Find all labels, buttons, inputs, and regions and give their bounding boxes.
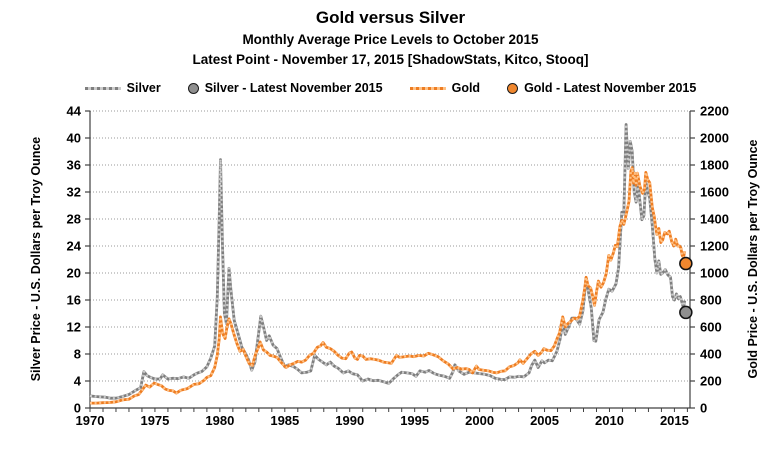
svg-text:2200: 2200 <box>700 104 729 119</box>
svg-text:1800: 1800 <box>700 158 729 173</box>
svg-text:1975: 1975 <box>140 413 169 428</box>
svg-text:200: 200 <box>700 374 722 389</box>
svg-text:1400: 1400 <box>700 212 729 227</box>
svg-text:40: 40 <box>67 131 81 146</box>
svg-text:28: 28 <box>67 212 81 227</box>
svg-text:800: 800 <box>700 293 722 308</box>
silver-line-swatch-icon <box>84 86 121 90</box>
legend: Silver Silver - Latest November 2015 Gol… <box>0 81 781 95</box>
svg-text:12: 12 <box>67 320 81 335</box>
svg-text:2000: 2000 <box>465 413 494 428</box>
svg-text:44: 44 <box>67 104 82 119</box>
chart-subtitle-period: Monthly Average Price Levels to October … <box>242 32 539 47</box>
silver-marker-icon <box>187 82 199 94</box>
svg-text:36: 36 <box>67 158 81 173</box>
svg-text:2015: 2015 <box>660 413 689 428</box>
legend-label-silver: Silver <box>126 81 161 95</box>
svg-text:1990: 1990 <box>335 413 364 428</box>
chart-subtitle-sources: Latest Point - November 17, 2015 [Shadow… <box>192 52 589 67</box>
svg-text:1995: 1995 <box>400 413 429 428</box>
legend-item-silver: Silver <box>84 81 161 95</box>
legend-item-gold-latest: Gold - Latest November 2015 <box>507 81 696 95</box>
svg-text:1000: 1000 <box>700 266 729 281</box>
svg-text:400: 400 <box>700 347 722 362</box>
legend-label-silver-latest: Silver - Latest November 2015 <box>204 81 383 95</box>
svg-text:2010: 2010 <box>595 413 624 428</box>
svg-text:2005: 2005 <box>530 413 559 428</box>
gold-line-swatch-icon <box>409 86 446 90</box>
legend-label-gold: Gold <box>451 81 481 95</box>
svg-text:20: 20 <box>67 266 81 281</box>
svg-text:1985: 1985 <box>270 413 299 428</box>
svg-text:2000: 2000 <box>700 131 729 146</box>
gold-marker-icon <box>507 82 519 94</box>
svg-text:24: 24 <box>67 239 82 254</box>
svg-text:1970: 1970 <box>76 413 105 428</box>
legend-label-gold-latest: Gold - Latest November 2015 <box>524 81 697 95</box>
legend-item-silver-latest: Silver - Latest November 2015 <box>187 81 383 95</box>
svg-text:1600: 1600 <box>700 185 729 200</box>
legend-item-gold: Gold <box>409 81 481 95</box>
svg-text:8: 8 <box>74 347 81 362</box>
chart-title: Gold versus Silver <box>315 8 466 27</box>
svg-text:4: 4 <box>74 374 82 389</box>
svg-text:1980: 1980 <box>205 413 234 428</box>
svg-text:32: 32 <box>67 185 81 200</box>
svg-text:16: 16 <box>67 293 81 308</box>
svg-text:1200: 1200 <box>700 239 729 254</box>
svg-text:0: 0 <box>74 401 81 416</box>
svg-text:600: 600 <box>700 320 722 335</box>
svg-text:0: 0 <box>700 401 707 416</box>
